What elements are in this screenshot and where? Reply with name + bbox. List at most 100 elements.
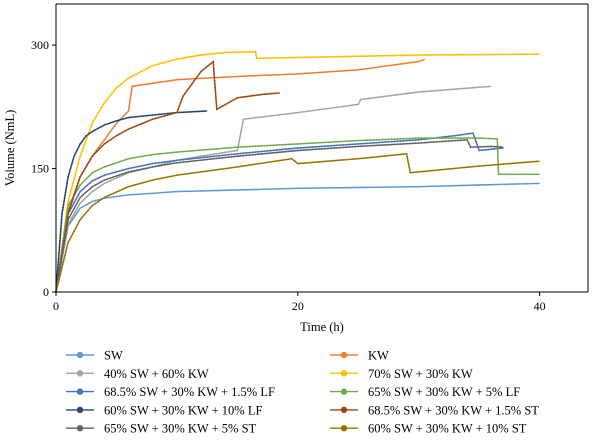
data-point	[365, 97, 368, 100]
data-point	[432, 185, 435, 188]
data-point	[242, 51, 245, 53]
data-point	[271, 57, 274, 59]
data-point	[127, 194, 130, 196]
data-point	[290, 112, 293, 115]
data-point	[381, 155, 384, 158]
data-point	[170, 175, 172, 178]
data-point	[160, 152, 163, 155]
data-point	[378, 54, 381, 57]
data-point	[411, 54, 414, 56]
data-point	[69, 206, 71, 209]
data-point	[72, 179, 75, 182]
data-point	[88, 202, 91, 205]
data-point	[76, 202, 79, 204]
data-point	[423, 185, 426, 188]
data-point	[333, 70, 335, 73]
data-point	[299, 149, 302, 152]
data-point	[182, 57, 184, 59]
data-point	[218, 106, 221, 109]
data-point	[327, 187, 329, 189]
data-point	[62, 203, 65, 206]
data-point	[79, 175, 82, 178]
data-point	[481, 86, 484, 88]
data-point	[468, 142, 470, 145]
data-point	[363, 142, 366, 145]
data-point	[487, 53, 490, 56]
data-point	[81, 140, 84, 143]
data-point	[275, 114, 278, 117]
data-point	[466, 53, 468, 56]
data-point	[315, 109, 317, 111]
data-point	[309, 110, 311, 112]
data-point	[499, 163, 502, 166]
data-point	[142, 122, 145, 124]
data-point	[197, 171, 200, 174]
data-point	[499, 183, 502, 186]
data-point	[146, 83, 149, 85]
data-point	[369, 97, 371, 100]
data-point	[399, 153, 402, 156]
data-point	[275, 149, 278, 151]
data-point	[306, 146, 308, 149]
data-point	[236, 149, 239, 152]
data-point	[411, 185, 414, 188]
data-point	[351, 69, 354, 72]
data-point	[188, 111, 190, 113]
data-point	[496, 138, 499, 140]
data-point	[457, 167, 460, 170]
data-point	[215, 189, 218, 192]
legend-label: 68.5% SW + 30% KW + 1.5% ST	[368, 403, 539, 417]
data-point	[200, 110, 203, 113]
data-point	[239, 189, 242, 191]
data-point	[157, 63, 160, 65]
data-point	[127, 157, 130, 160]
data-point	[354, 139, 357, 142]
data-point	[469, 184, 471, 187]
data-point	[287, 187, 290, 190]
data-point	[287, 112, 290, 115]
x-tick-label: 40	[534, 299, 546, 313]
data-point	[151, 64, 154, 67]
data-point	[342, 55, 345, 58]
data-point	[151, 192, 154, 195]
data-point	[151, 179, 154, 182]
data-point	[125, 79, 127, 81]
data-point	[408, 142, 411, 145]
data-point	[263, 74, 266, 77]
data-point	[481, 165, 484, 167]
data-point	[473, 135, 475, 138]
data-point	[79, 190, 82, 193]
data-point	[351, 55, 354, 58]
data-point	[109, 196, 112, 199]
data-point	[330, 144, 332, 147]
data-point	[429, 54, 432, 56]
data-point	[359, 98, 362, 101]
data-point	[209, 158, 212, 161]
data-point	[469, 53, 471, 56]
data-point	[384, 54, 387, 57]
data-point	[312, 142, 314, 145]
data-point	[275, 151, 278, 154]
data-point	[206, 154, 209, 157]
data-point	[484, 184, 487, 186]
data-point	[369, 142, 372, 145]
data-point	[336, 55, 338, 58]
data-point	[408, 61, 411, 64]
data-point	[411, 61, 414, 64]
data-point	[242, 118, 245, 121]
x-tick-label: 0	[53, 299, 59, 313]
data-point	[142, 164, 145, 167]
data-point	[209, 62, 212, 65]
data-point	[508, 183, 511, 186]
data-point	[312, 72, 314, 74]
data-point	[293, 187, 296, 190]
data-point	[115, 195, 118, 198]
data-point	[67, 204, 69, 207]
data-point	[115, 119, 118, 122]
data-point	[345, 55, 348, 58]
data-point	[393, 143, 396, 146]
data-point	[163, 161, 166, 163]
data-point	[432, 141, 435, 143]
data-point	[242, 75, 245, 78]
data-point	[130, 193, 133, 196]
